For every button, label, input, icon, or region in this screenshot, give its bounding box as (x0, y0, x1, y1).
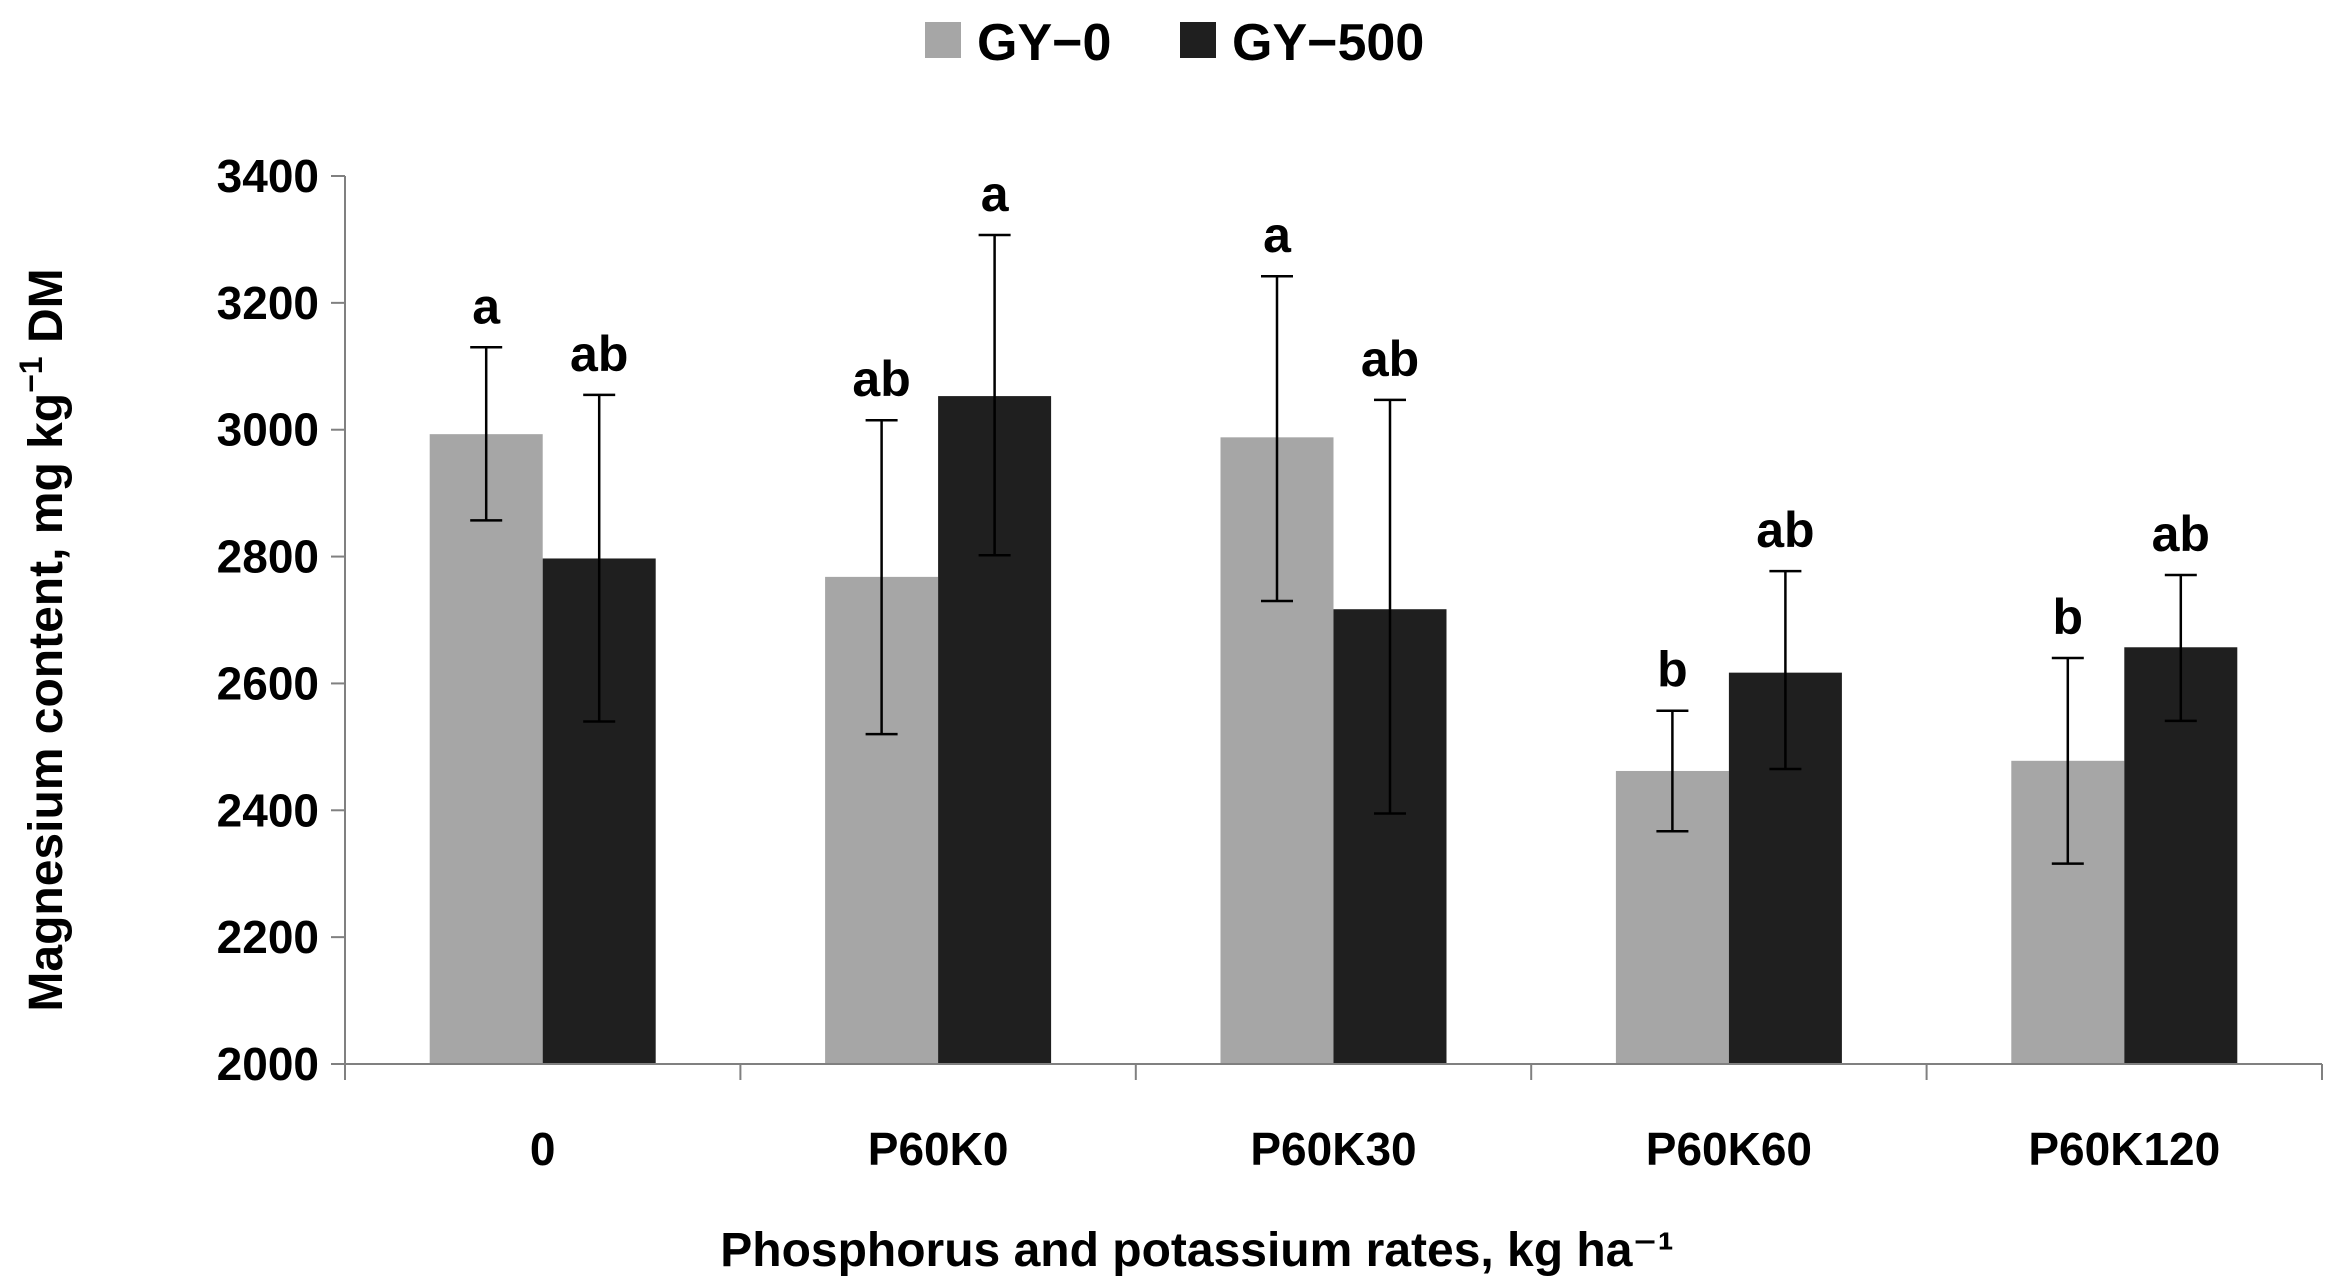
significance-label-gy500-p60k60: ab (1756, 502, 1814, 558)
x-tick-label-p60k0: P60K0 (868, 1123, 1009, 1175)
legend-swatch-gy500 (1180, 22, 1216, 58)
significance-label-gy0-p60k0: ab (852, 351, 910, 407)
x-tick-label-p60k30: P60K30 (1250, 1123, 1416, 1175)
x-tick-label-0: 0 (530, 1123, 556, 1175)
legend-swatch-gy0 (925, 22, 961, 58)
significance-label-gy500-p60k30: ab (1361, 331, 1419, 387)
y-tick-label-2400: 2400 (217, 784, 319, 836)
error-bars-layer (470, 233, 2197, 865)
axes-layer: 0 P60K0 P60K30 P60K60 P60K120 2000 2200 2400 260… (217, 150, 2323, 1175)
significance-label-gy500-p60k120: ab (2152, 506, 2210, 562)
significance-label-gy500-p60k0: a (981, 166, 1010, 222)
y-tick-label-3400: 3400 (217, 150, 319, 202)
significance-label-gy500-0: ab (570, 326, 628, 382)
x-tick-label-p60k60: P60K60 (1646, 1123, 1812, 1175)
bars-layer (429, 396, 2238, 1065)
y-tick-label-2600: 2600 (217, 657, 319, 709)
y-axis-title-tail: DM (20, 268, 73, 356)
significance-label-gy0-p60k30: a (1263, 207, 1292, 263)
y-axis-title: Magnesium content, mg kg−1 DM (13, 268, 73, 1011)
significance-label-gy0-p60k60: b (1657, 642, 1688, 698)
legend-label-gy0: GY−0 (977, 14, 1111, 72)
y-axis-title-main: Magnesium content, mg kg (20, 393, 73, 1012)
significance-label-gy0-p60k120: b (2053, 589, 2084, 645)
y-tick-label-2000: 2000 (217, 1038, 319, 1090)
significance-label-gy0-0: a (472, 278, 501, 334)
y-tick-label-2800: 2800 (217, 531, 319, 583)
y-tick-label-3200: 3200 (217, 277, 319, 329)
legend-label-gy500: GY−500 (1232, 14, 1424, 72)
legend: GY−0 GY−500 (925, 14, 1424, 72)
x-axis-title: Phosphorus and potassium rates, kg ha⁻¹ (720, 1224, 1674, 1277)
y-axis-title-sup: −1 (13, 356, 49, 392)
significance-labels-layer: a ab ab a a ab b ab b ab (472, 166, 2210, 698)
x-tick-label-p60k120: P60K120 (2028, 1123, 2220, 1175)
bar-gy0-0 (429, 434, 543, 1064)
y-tick-label-2200: 2200 (217, 911, 319, 963)
y-tick-label-3000: 3000 (217, 404, 319, 456)
